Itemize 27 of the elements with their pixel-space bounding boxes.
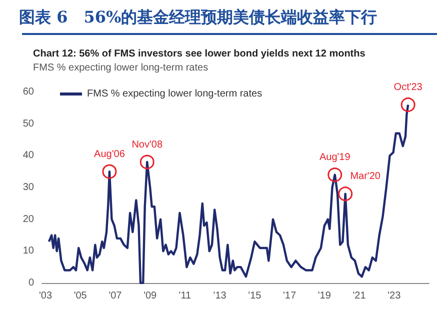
y-tick-label: 60	[22, 86, 34, 98]
annotation: Aug'19	[319, 152, 351, 164]
x-tick-label: '15	[248, 290, 262, 302]
x-tick-label: '17	[283, 290, 296, 302]
annotation: Nov'08	[132, 139, 163, 150]
y-tick-label: 20	[22, 214, 34, 225]
x-tick-label: '11	[178, 290, 192, 302]
x-tick-label: '03	[38, 290, 52, 302]
y-tick-label: 10	[22, 246, 34, 257]
x-tick-label: '21	[352, 290, 366, 302]
x-tick-label: '07	[108, 290, 122, 302]
y-tick-label: 0	[28, 278, 34, 288]
chart-title: 图表 6 56%的基金经理预期美债长端收益率下行	[19, 8, 378, 26]
chart-subtitle: Chart 12: 56% of FMS investors see lower bond yields next 12 months	[33, 48, 366, 60]
x-tick-label: '05	[74, 290, 88, 302]
annotation: Aug'06	[94, 148, 126, 160]
annotation: Mar'20	[350, 171, 381, 182]
annotation: Oct'23	[394, 82, 423, 93]
x-tick-label: '09	[144, 290, 158, 302]
x-tick-label: '23	[388, 290, 402, 302]
legend-label: FMS % expecting lower long-term rates	[87, 88, 262, 100]
x-tick-label: '13	[213, 290, 227, 302]
y-tick-label: 40	[22, 150, 34, 162]
y-tick-label: 30	[22, 182, 34, 193]
y-axis-title: FMS % expecting lower long-term rates	[33, 62, 208, 74]
x-tick-label: '19	[318, 290, 332, 302]
y-tick-label: 50	[22, 118, 34, 130]
